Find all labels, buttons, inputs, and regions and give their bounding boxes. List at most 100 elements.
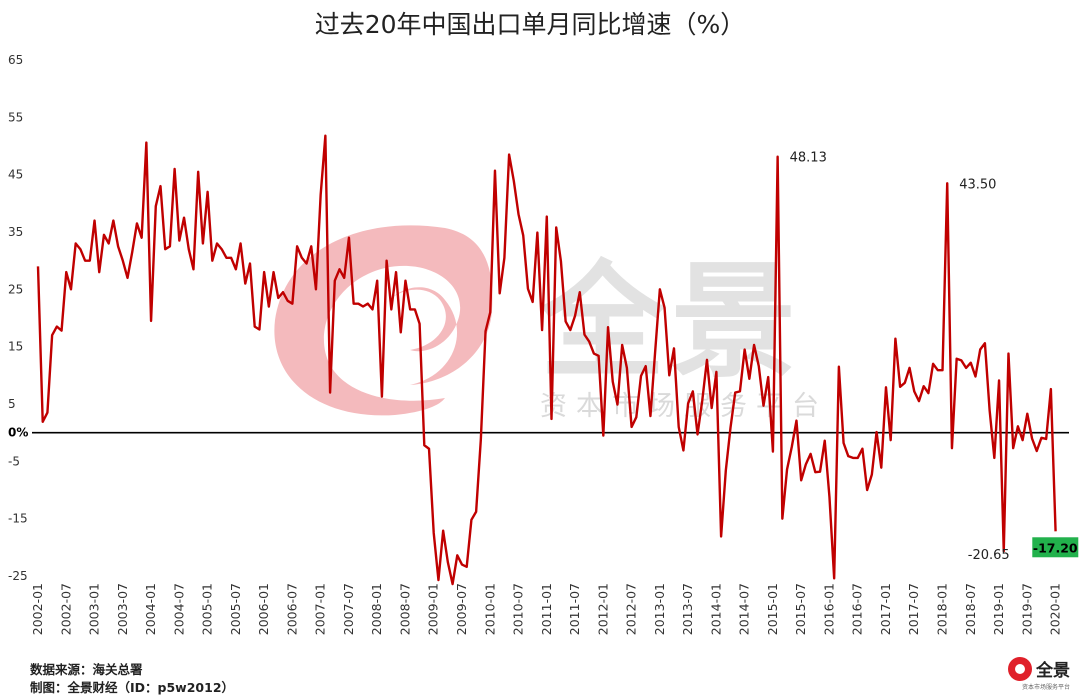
brand-name: 全景	[1036, 661, 1070, 681]
series-point	[103, 234, 105, 236]
series-point	[376, 280, 378, 282]
series-point	[1021, 439, 1023, 441]
series-point	[734, 391, 736, 393]
series-point	[663, 306, 665, 308]
x-tick-label: 2007-07	[341, 583, 356, 635]
series-point	[385, 259, 387, 261]
series-point	[828, 496, 830, 498]
series-point	[522, 234, 524, 236]
series-point	[527, 288, 529, 290]
series-point	[988, 409, 990, 411]
series-point	[800, 479, 802, 481]
zero-tick-label: 0%	[8, 426, 28, 440]
x-tick-label: 2008-07	[397, 583, 412, 635]
series-point	[814, 471, 816, 473]
y-tick-label: -15	[8, 512, 28, 526]
series-point	[597, 355, 599, 357]
series-point	[979, 348, 981, 350]
series-point	[720, 535, 722, 537]
series-point	[216, 242, 218, 244]
x-tick-label: 2018-07	[963, 583, 978, 635]
series-point	[484, 330, 486, 332]
series-point	[899, 386, 901, 388]
x-tick-label: 2016-07	[850, 583, 865, 635]
series-point	[107, 242, 109, 244]
series-point	[286, 300, 288, 302]
series-point	[150, 320, 152, 322]
series-point	[475, 511, 477, 513]
series-point	[550, 418, 552, 420]
series-point	[319, 194, 321, 196]
series-point	[433, 532, 435, 534]
series-point	[753, 344, 755, 346]
series-point	[140, 237, 142, 239]
watermark-sub-text: 资本市场服务平台	[540, 391, 828, 422]
series-point	[315, 288, 317, 290]
series-point	[861, 448, 863, 450]
series-point	[84, 259, 86, 261]
series-point	[729, 426, 731, 428]
series-point	[437, 579, 439, 581]
series-point	[866, 489, 868, 491]
series-point	[1050, 388, 1052, 390]
x-tick-label: 2010-07	[511, 583, 526, 635]
series-point	[164, 248, 166, 250]
x-tick-label: 2005-01	[200, 583, 215, 635]
series-point	[640, 375, 642, 377]
series-point	[555, 226, 557, 228]
series-point	[513, 180, 515, 182]
annotation-label: 48.13	[790, 151, 827, 166]
series-point	[126, 277, 128, 279]
series-point	[875, 431, 877, 433]
x-tick-label: 2018-01	[935, 583, 950, 635]
series-point	[1026, 413, 1028, 415]
series-point	[169, 245, 171, 247]
series-point	[531, 301, 533, 303]
series-point	[173, 168, 175, 170]
series-point	[748, 378, 750, 380]
series-point	[1012, 447, 1014, 449]
x-tick-label: 2010-01	[482, 583, 497, 635]
series-point	[395, 271, 397, 273]
series-point	[630, 426, 632, 428]
series-point	[466, 566, 468, 568]
series-point	[762, 405, 764, 407]
series-point	[682, 449, 684, 451]
series-point	[451, 583, 453, 585]
series-point	[51, 334, 53, 336]
series-point	[687, 402, 689, 404]
series-point	[692, 390, 694, 392]
series-point	[1017, 425, 1019, 427]
x-axis: 2002-01 2002-07 2003-01 2003-07 2004-01 2004-…	[30, 583, 1063, 635]
x-tick-label: 2005-07	[228, 583, 243, 635]
series-point	[838, 366, 840, 368]
chart-title: 过去20年中国出口单月同比增速（%）	[315, 10, 746, 39]
series-point	[197, 171, 199, 173]
series-point	[423, 444, 425, 446]
series-point	[418, 323, 420, 325]
series-point	[927, 392, 929, 394]
series-point	[235, 268, 237, 270]
series-point	[965, 367, 967, 369]
series-point	[310, 245, 312, 247]
series-point	[583, 333, 585, 335]
series-point	[343, 277, 345, 279]
series-point	[809, 453, 811, 455]
y-tick-label: -25	[8, 569, 28, 583]
y-axis: 65 55 45 35 25 15 5 0% -5 -15 -25	[8, 53, 28, 583]
series-point	[579, 291, 581, 293]
annotation-label: -17.20	[1033, 540, 1078, 555]
series-point	[993, 457, 995, 459]
series-point	[786, 468, 788, 470]
series-point	[791, 446, 793, 448]
series-point	[136, 222, 138, 224]
x-tick-label: 2003-07	[115, 583, 130, 635]
series-point	[239, 242, 241, 244]
series-point	[225, 257, 227, 259]
series-point	[211, 259, 213, 261]
series-point	[852, 457, 854, 459]
y-tick-label: 5	[8, 397, 16, 411]
series-point	[715, 371, 717, 373]
series-point	[155, 205, 157, 207]
x-tick-label: 2014-07	[737, 583, 752, 635]
